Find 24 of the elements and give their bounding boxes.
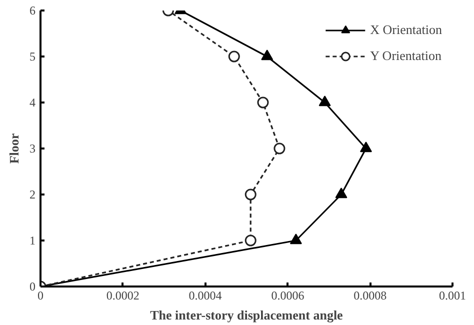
x-tick-label: 0.0004 (188, 288, 222, 302)
y-tick-label: 5 (30, 50, 36, 64)
point (257, 96, 269, 108)
x-tick-label: 0.001 (439, 288, 466, 302)
y-tick-label: 0 (30, 280, 36, 294)
point (318, 96, 331, 106)
point (290, 234, 302, 244)
legend-label: Y Orientation (370, 48, 442, 64)
y-tick-label: 3 (30, 142, 36, 156)
y-tick-label: 2 (30, 188, 36, 202)
x-tick-label: 0.0002 (106, 288, 140, 302)
y-tick-label: 4 (30, 96, 36, 110)
x-axis-title: The inter-story displacement angle (150, 308, 344, 322)
point (244, 188, 256, 200)
x-tick-label: 0.0006 (271, 288, 304, 302)
point (228, 50, 240, 62)
y-tick-label: 6 (30, 4, 36, 18)
y-axis-title: Floor (6, 133, 22, 164)
legend-label: X Orientation (370, 22, 442, 38)
point (360, 142, 372, 152)
x-tick-label: 0.0008 (354, 288, 387, 302)
point (335, 188, 348, 198)
point (274, 142, 286, 154)
y-tick-label: 1 (30, 234, 36, 248)
